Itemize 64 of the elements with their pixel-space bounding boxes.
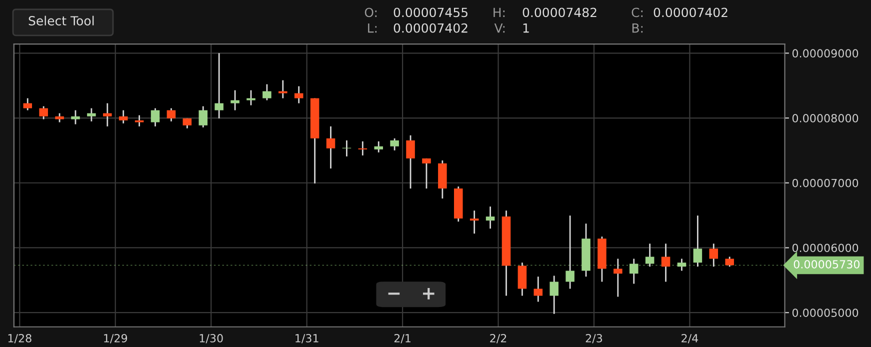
candlestick — [422, 158, 431, 190]
x-tick-label: 1/31 — [296, 334, 318, 344]
candlestick — [23, 98, 32, 111]
ref-line-label: 0.00005730 — [794, 260, 860, 268]
text: C: — [632, 8, 643, 18]
candlestick — [294, 86, 304, 104]
x-tick-label: 1/29 — [104, 334, 128, 344]
candlestick — [71, 110, 80, 125]
candlestick — [55, 112, 64, 123]
candlestick — [534, 276, 543, 302]
candlestick — [358, 140, 368, 156]
text: 0.00007455 — [394, 8, 468, 18]
candlestick — [470, 210, 479, 234]
candlestick — [709, 242, 718, 268]
x-tick-label: 2/2 — [490, 334, 506, 344]
candlestick — [118, 110, 128, 124]
candlestick — [230, 90, 240, 111]
y-tick-label: 0.00009000 — [792, 49, 858, 58]
candlestick — [629, 258, 638, 284]
candlestick — [677, 258, 686, 272]
annotation: + — [422, 288, 434, 300]
candlestick — [566, 214, 574, 290]
text: V: — [494, 23, 505, 33]
y-tick-label: 0.00008000 — [792, 114, 858, 122]
candlestick — [39, 106, 48, 120]
candlestick — [198, 106, 208, 128]
annotation: − — [388, 292, 400, 295]
candlestick — [693, 214, 702, 268]
text: 0.00007402 — [394, 23, 468, 33]
candlestick — [406, 134, 415, 190]
candlestick — [486, 206, 495, 230]
text: 0.00007482 — [522, 8, 596, 18]
candlestick — [390, 138, 399, 152]
candlestick — [262, 84, 272, 101]
candlestick — [134, 114, 144, 128]
candlestick — [214, 52, 224, 120]
text: 0.00007402 — [654, 8, 728, 18]
candlestick — [278, 80, 288, 99]
candlestick — [518, 262, 527, 296]
y-tick-label: 0.00007000 — [792, 178, 858, 188]
candlestick — [150, 108, 160, 128]
candlestick — [374, 140, 383, 154]
candlestick — [725, 256, 734, 268]
candlestick — [103, 102, 112, 128]
text: O: — [364, 8, 377, 18]
candlestick — [326, 126, 336, 170]
text: H: — [494, 8, 505, 17]
candlestick — [661, 242, 670, 282]
text: 1 — [523, 23, 529, 33]
x-tick-label: 1/28 — [8, 334, 32, 344]
text: L: — [368, 23, 377, 33]
x-tick-label: 2/4 — [682, 334, 698, 344]
y-tick-label: 0.00006000 — [792, 244, 858, 252]
candlestick — [614, 258, 622, 298]
x-tick-label: 1/30 — [200, 334, 223, 344]
x-tick-label: 2/3 — [586, 334, 602, 344]
candlestick — [550, 275, 558, 315]
candlestick — [166, 108, 176, 122]
y-tick-label: 0.00005000 — [792, 308, 858, 317]
text: Select Tool — [28, 16, 94, 26]
candlestick — [87, 108, 96, 122]
candlestick — [645, 242, 654, 268]
x-tick-label: 2/1 — [394, 334, 410, 344]
text: B: — [632, 23, 643, 33]
